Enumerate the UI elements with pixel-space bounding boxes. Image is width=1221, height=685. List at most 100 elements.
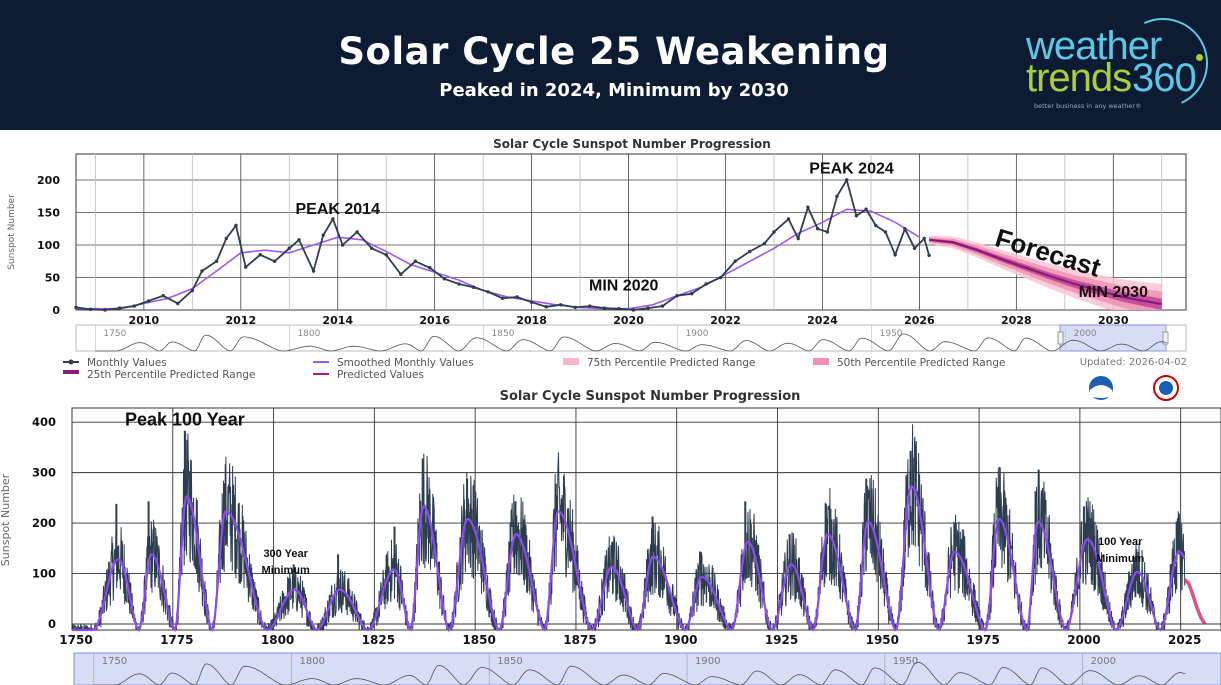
- bottom-annotation: Minimum: [1096, 553, 1144, 565]
- monthly-value-point: [321, 233, 325, 237]
- monthly-value-point: [646, 306, 650, 310]
- bottom-x-tick-label: 1975: [966, 633, 999, 647]
- bottom-navigator-label: 1950: [893, 656, 918, 667]
- monthly-value-point: [103, 308, 107, 312]
- top-x-tick-label: 2030: [1098, 314, 1129, 327]
- logo-tagline: better business in any weather®: [1034, 102, 1142, 110]
- monthly-value-point: [903, 227, 907, 231]
- bottom-annotation: Minimum: [262, 564, 310, 576]
- monthly-value-point: [762, 242, 766, 246]
- top-y-tick-label: 150: [37, 207, 60, 220]
- monthly-value-point: [922, 236, 926, 241]
- monthly-value-point: [457, 282, 461, 286]
- bottom-y-tick-label: 100: [32, 567, 56, 581]
- monthly-value-point: [835, 194, 839, 198]
- legend-swatch: [813, 358, 829, 365]
- top-navigator-right-handle[interactable]: [1162, 331, 1169, 345]
- top-x-tick-label: 2028: [1001, 314, 1032, 327]
- bottom-navigator-label: 1850: [497, 656, 522, 667]
- monthly-value-point: [854, 214, 859, 218]
- bottom-x-axis: 1750 1775 1800 1825 1850 1875 1900 1925 1950 1975…: [59, 633, 1201, 647]
- bottom-annotation: 100 Year: [1098, 536, 1143, 548]
- top-x-tick-label: 2010: [129, 314, 160, 327]
- monthly-value-point: [331, 217, 335, 221]
- monthly-value-point: [132, 304, 136, 308]
- monthly-value-point: [748, 249, 752, 254]
- monthly-value-point: [825, 230, 830, 234]
- bottom-annotation: Peak 100 Year: [125, 410, 245, 430]
- bottom-x-tick-label: 1875: [563, 633, 596, 647]
- monthly-value-point: [399, 272, 403, 276]
- monthly-value-point: [675, 294, 679, 298]
- bottom-navigator-label: 1750: [102, 656, 127, 667]
- top-navigator-label: 1750: [103, 329, 126, 339]
- logo-text-weather: weather: [1026, 24, 1162, 68]
- bottom-x-tick-label: 1850: [462, 633, 495, 647]
- monthly-value-point: [602, 306, 607, 310]
- legend-label: 75th Percentile Predicted Range: [587, 357, 756, 369]
- monthly-value-point: [355, 230, 359, 234]
- monthly-value-point: [529, 300, 534, 304]
- top-series-group: [74, 177, 1162, 312]
- top-navigator-left-handle[interactable]: [1057, 331, 1064, 345]
- bottom-x-tick-label: 1925: [765, 633, 798, 647]
- monthly-value-point: [384, 253, 388, 257]
- weathertrends360-logo: weather trends 360 better business in an…: [1020, 5, 1221, 121]
- bottom-y-tick-label: 400: [32, 415, 56, 429]
- bottom-x-tick-label: 1800: [261, 633, 294, 647]
- top-annotation-min-2030: MIN 2030: [1079, 284, 1148, 301]
- logo-dot-icon: [1196, 54, 1203, 61]
- bottom-annotation: 300 Year: [263, 548, 308, 560]
- legend-label: 50th Percentile Predicted Range: [837, 357, 1006, 369]
- bottom-y-axis: 0 100 200 300 400: [32, 415, 56, 631]
- bottom-y-tick-label: 200: [32, 516, 56, 530]
- monthly-value-point: [544, 305, 548, 309]
- monthly-value-point: [74, 305, 78, 310]
- legend-label: Predicted Values: [337, 369, 424, 381]
- top-y-tick-label: 200: [37, 174, 60, 187]
- bottom-navigator-line: [93, 661, 1186, 685]
- monthly-value-point: [704, 282, 708, 286]
- monthly-value-point: [631, 308, 636, 312]
- top-x-tick-label: 2020: [613, 314, 644, 327]
- top-chart-title: Solar Cycle Sunspot Number Progression: [493, 137, 771, 151]
- top-x-tick-label: 2014: [322, 314, 353, 327]
- monthly-value-point: [660, 304, 665, 308]
- monthly-value-point: [176, 301, 180, 306]
- bottom-predicted-values-line: [1183, 578, 1207, 625]
- top-annotation-peak-2014: PEAK 2014: [295, 201, 380, 218]
- logo-text-360: 360: [1132, 56, 1197, 100]
- top-x-tick-label: 2018: [516, 314, 547, 327]
- legend-label: Monthly Values: [87, 357, 167, 369]
- top-navigator-label: 1900: [686, 329, 709, 339]
- top-y-tick-label: 100: [37, 239, 60, 252]
- monthly-value-point: [515, 295, 519, 299]
- monthly-value-point: [883, 230, 888, 234]
- monthly-value-point: [147, 299, 151, 303]
- monthly-value-point: [559, 303, 563, 307]
- monthly-value-point: [234, 223, 238, 228]
- bottom-navigator[interactable]: [73, 652, 1221, 685]
- monthly-value-point: [912, 246, 917, 250]
- bottom-x-tick-label: 2025: [1168, 633, 1201, 647]
- top-annotation-min-2020: MIN 2020: [589, 278, 658, 295]
- monthly-value-point: [190, 288, 195, 293]
- top-annotation-peak-2024: PEAK 2024: [809, 161, 894, 178]
- legend-label: Smoothed Monthly Values: [337, 357, 474, 369]
- monthly-value-point: [161, 294, 165, 298]
- bottom-smoothed-values-line: [72, 484, 1186, 632]
- bottom-x-tick-label: 1825: [362, 633, 395, 647]
- legend-label: 25th Percentile Predicted Range: [87, 369, 256, 381]
- monthly-value-point: [258, 253, 262, 257]
- top-x-tick-label: 2012: [225, 314, 256, 327]
- monthly-value-point: [772, 230, 776, 234]
- nws-logo-center-icon: [1159, 381, 1173, 395]
- top-navigator[interactable]: [75, 324, 1187, 352]
- page-subtitle: Peaked in 2024, Minimum by 2030: [439, 80, 789, 101]
- monthly-value-point: [486, 290, 490, 294]
- monthly-value-point: [200, 269, 204, 273]
- monthly-value-point: [297, 238, 301, 242]
- top-y-axis-label: Sunspot Number: [7, 194, 17, 270]
